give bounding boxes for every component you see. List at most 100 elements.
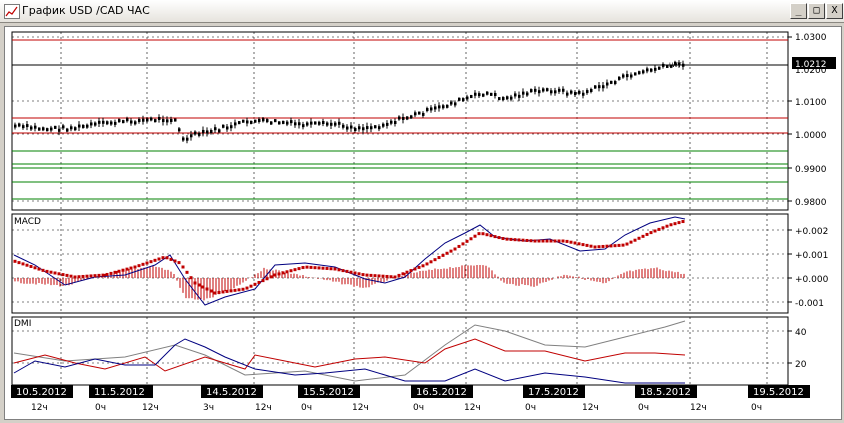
signal-point [265, 277, 269, 281]
signal-point [317, 266, 321, 270]
price-bars [14, 60, 685, 144]
signal-point [229, 289, 233, 293]
price-bar-body [622, 74, 625, 78]
signal-point [385, 274, 389, 278]
signal-point [333, 267, 337, 271]
signal-point [473, 234, 477, 238]
signal-point [337, 268, 341, 272]
price-bar-body [146, 118, 149, 122]
price-bar-body [410, 115, 413, 119]
signal-point [177, 261, 181, 265]
price-bar-body [66, 128, 69, 132]
signal-point [133, 265, 137, 269]
signal-point [653, 229, 657, 233]
price-bar-body [502, 97, 505, 101]
signal-point [37, 267, 41, 271]
signal-point [309, 265, 313, 269]
signal-point [249, 284, 253, 288]
signal-point [45, 269, 49, 273]
signal-point [469, 237, 473, 241]
date-label: 14.5.2012 [201, 385, 263, 398]
signal-point [141, 262, 145, 266]
signal-point [441, 253, 445, 257]
price-bar-body [342, 124, 345, 128]
minimize-button[interactable]: _ [790, 3, 807, 19]
price-bar-body [306, 122, 309, 126]
price-bar-body [554, 90, 557, 94]
signal-point [417, 265, 421, 269]
price-bar-body [374, 125, 377, 129]
signal-point [49, 270, 53, 274]
price-bar-body [270, 121, 273, 125]
dmi-plus-line [13, 338, 685, 384]
price-bar-body [290, 120, 293, 124]
price-bar-body [494, 93, 497, 97]
price-bar-body [94, 122, 97, 126]
price-bar-body [422, 112, 425, 116]
price-bar-body [418, 111, 421, 115]
price-bar-body [82, 124, 85, 128]
hour-label: 12ч [464, 403, 481, 413]
price-bar-body [486, 91, 489, 95]
signal-point [433, 258, 437, 262]
price-bar-body [474, 92, 477, 96]
price-bar-body [174, 118, 177, 122]
price-bar-body [190, 134, 193, 138]
price-bar-body [326, 122, 329, 126]
signal-point [77, 275, 81, 279]
signal-point [405, 270, 409, 274]
window-title: График USD /CAD ЧАС [22, 4, 150, 17]
price-bar-body [114, 121, 117, 125]
price-label-partial: 1.0200 [795, 66, 827, 76]
svg-text:14.5.2012: 14.5.2012 [206, 387, 257, 398]
price-bar-body [414, 112, 417, 116]
price-bar-body [182, 137, 185, 141]
close-button[interactable]: X [826, 3, 843, 19]
signal-point [637, 236, 641, 240]
price-bar-body [122, 120, 125, 124]
signal-point [569, 240, 573, 244]
price-bar-body [226, 126, 229, 130]
signal-point [125, 267, 129, 271]
signal-point [205, 287, 209, 291]
signal-point [377, 274, 381, 278]
price-axis: 1.0300 1.0100 1.0000 0.9900 0.9800 1.020… [669, 33, 836, 208]
signal-point [661, 226, 665, 230]
signal-point [669, 223, 673, 227]
price-bar-body [106, 121, 109, 125]
signal-point [105, 272, 109, 276]
price-bar-body [134, 121, 137, 125]
price-bar-body [210, 130, 213, 134]
signal-point [557, 239, 561, 243]
price-bar-body [366, 126, 369, 130]
chart-area[interactable]: 1.0300 1.0100 1.0000 0.9900 0.9800 1.020… [5, 27, 841, 419]
signal-point [89, 274, 93, 278]
price-bar-body [42, 127, 45, 131]
signal-point [209, 289, 213, 293]
price-bar-body [294, 122, 297, 126]
signal-point [217, 290, 221, 294]
signal-point [361, 273, 365, 277]
date-label: 10.5.2012 [11, 385, 73, 398]
price-bar-body [278, 121, 281, 125]
signal-point [617, 243, 621, 247]
price-bar-body [258, 118, 261, 122]
date-label: 19.5.2012 [748, 385, 810, 398]
date-label: 11.5.2012 [89, 385, 153, 398]
price-bar-body [578, 90, 581, 94]
price-bar-body [398, 116, 401, 120]
price-bar-body [534, 88, 537, 92]
signal-point [397, 273, 401, 277]
price-bar-body [14, 124, 17, 128]
price-bar-body [406, 116, 409, 120]
time-axis: 10.5.2012 11.5.2012 14.5.2012 15.5.2012 … [11, 385, 810, 413]
signal-point [153, 258, 157, 262]
maximize-button[interactable]: □ [808, 3, 825, 19]
price-bar-body [18, 123, 21, 127]
price-bar-body [518, 94, 521, 98]
price-bar-body [630, 74, 633, 78]
dmi-label-20: 20 [795, 360, 807, 370]
signal-point [605, 244, 609, 248]
signal-point [633, 238, 637, 242]
chart-app-icon [4, 4, 20, 19]
